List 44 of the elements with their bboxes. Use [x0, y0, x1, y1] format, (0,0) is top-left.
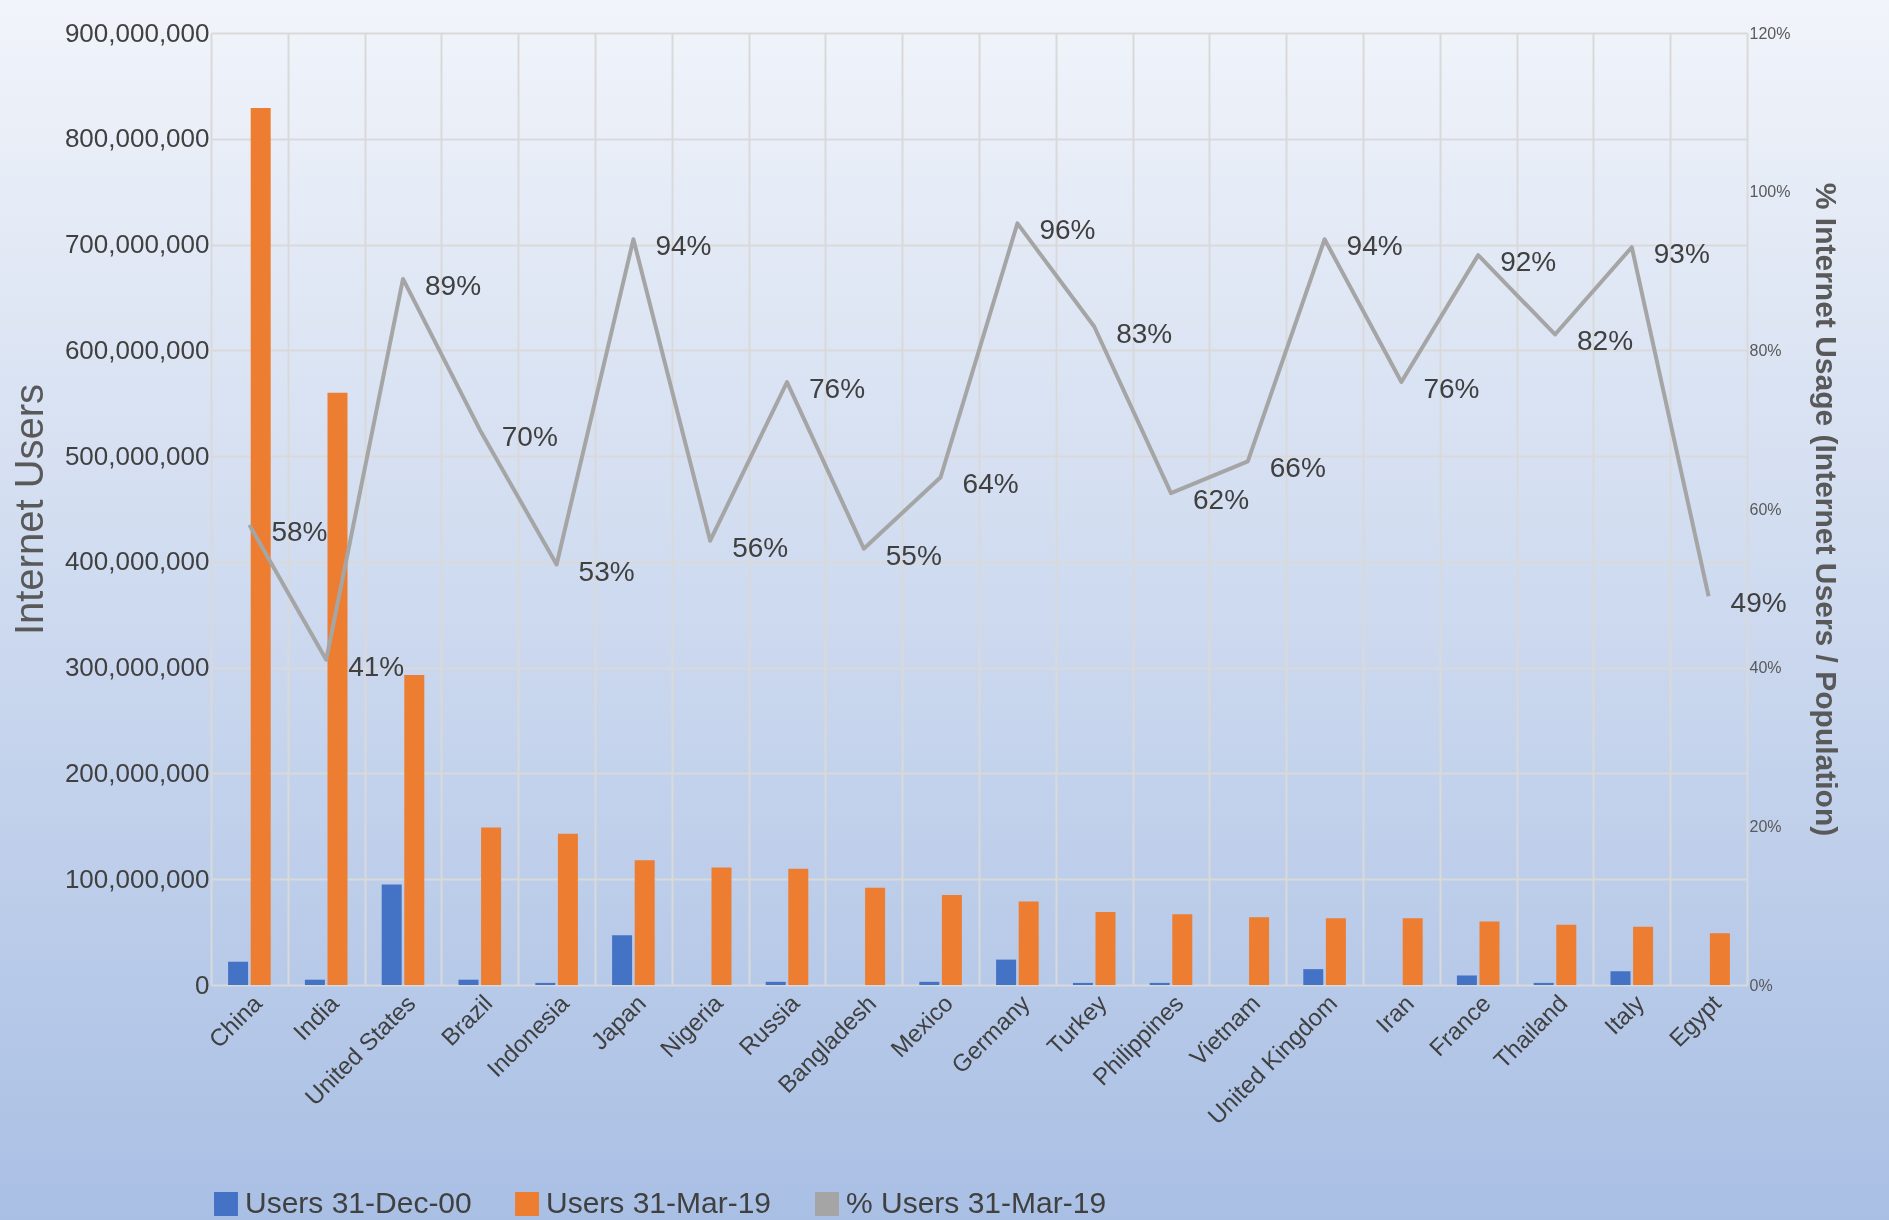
- data-label: 66%: [1269, 452, 1326, 484]
- data-label: 82%: [1577, 325, 1634, 357]
- x-tick-label: Iran: [1370, 989, 1419, 1038]
- data-label: 93%: [1653, 238, 1710, 270]
- y-tick-label: 700,000,000: [64, 229, 210, 260]
- y2-tick-label: 80%: [1749, 341, 1782, 359]
- data-label: 96%: [1039, 214, 1096, 246]
- y-tick-label: 600,000,000: [64, 334, 210, 365]
- y2-tick-label: 100%: [1749, 183, 1791, 201]
- y2-tick-label: 40%: [1749, 659, 1782, 677]
- y-tick-label: 500,000,000: [64, 440, 210, 471]
- data-label: 92%: [1500, 246, 1557, 278]
- y-tick-label: 0: [195, 969, 210, 1000]
- legend-label: Users 31-Dec-00: [245, 1186, 472, 1219]
- legend-label: % Users 31-Mar-19: [846, 1186, 1107, 1219]
- legend-label: Users 31-Mar-19: [546, 1186, 772, 1219]
- y2-axis-title: % Internet Usage (Internet Users / Population): [1810, 182, 1844, 837]
- data-label: 76%: [809, 373, 866, 405]
- data-label: 76%: [1423, 373, 1480, 405]
- y2-tick-label: 60%: [1749, 500, 1782, 518]
- data-label: 41%: [348, 650, 405, 682]
- data-label: 70%: [501, 420, 558, 452]
- y-tick-label: 400,000,000: [64, 546, 210, 577]
- data-label: 49%: [1730, 587, 1787, 619]
- data-label: 89%: [425, 269, 482, 301]
- data-label: 58%: [271, 515, 328, 547]
- y-tick-label: 800,000,000: [64, 123, 210, 154]
- x-tick-label: Italy: [1599, 989, 1650, 1040]
- data-label: 53%: [578, 555, 635, 587]
- data-label: 94%: [1346, 230, 1403, 262]
- y-tick-label: 100,000,000: [64, 863, 210, 894]
- data-label: 94%: [655, 230, 712, 262]
- data-label: 64%: [962, 468, 1019, 500]
- y2-tick-label: 0%: [1749, 976, 1773, 994]
- data-label: 55%: [885, 539, 942, 571]
- y2-tick-label: 20%: [1749, 817, 1782, 835]
- y-tick-label: 300,000,000: [64, 652, 210, 683]
- y-tick-label: 200,000,000: [64, 757, 210, 788]
- data-label: 83%: [1116, 317, 1173, 349]
- data-label: 56%: [732, 531, 789, 563]
- y-axis-title: Internet Users: [6, 383, 51, 636]
- y2-tick-label: 120%: [1749, 24, 1791, 42]
- data-label: 62%: [1193, 484, 1250, 516]
- y-tick-label: 900,000,000: [64, 17, 210, 48]
